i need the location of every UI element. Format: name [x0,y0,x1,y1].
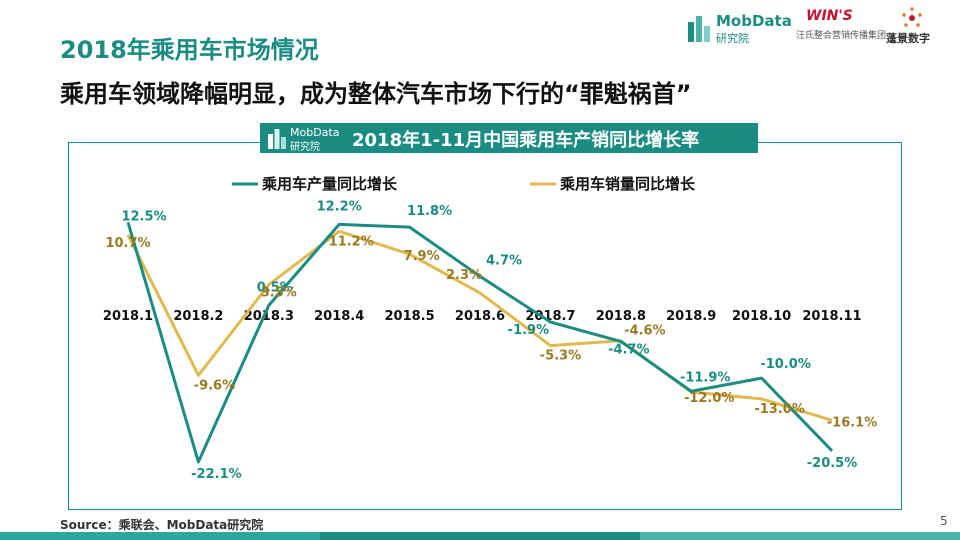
chart-header-logo-sub: 研究院 [290,142,320,153]
source-note: Source：乘联会、MobData研究院 [60,518,264,532]
chart-title: 2018年1-11月中国乘用车产销同比增长率 [352,130,700,151]
wins-logo-sub: 汪氏整合营销传播集团 [796,31,887,41]
wins-logo: WIN'S 汪氏整合营销传播集团 [796,8,886,48]
chart-header-logo: MobData 研究院 [268,126,340,153]
chart-frame [68,142,902,510]
mobdata-logo: MobData 研究院 [688,10,798,46]
pengjing-logo-name: 蓬景数字 [886,32,930,45]
footer-bar [0,532,960,540]
chart-header-logo-icon [268,129,286,149]
mobdata-logo-name: MobData [716,12,792,30]
mobdata-logo-icon [688,16,710,42]
wins-logo-name: WIN'S [806,8,853,24]
page-subtitle: 乘用车领域降幅明显，成为整体汽车市场下行的“罪魁祸首” [60,80,692,108]
page-title: 2018年乘用车市场情况 [60,36,319,64]
pengjing-logo: 蓬景数字 [886,6,946,48]
page-number: 5 [940,514,948,528]
chart-header: MobData 研究院 2018年1-11月中国乘用车产销同比增长率 [260,123,758,153]
chart-header-logo-name: MobData [290,126,340,139]
mobdata-logo-sub: 研究院 [716,32,749,45]
pengjing-logo-icon [902,7,922,27]
